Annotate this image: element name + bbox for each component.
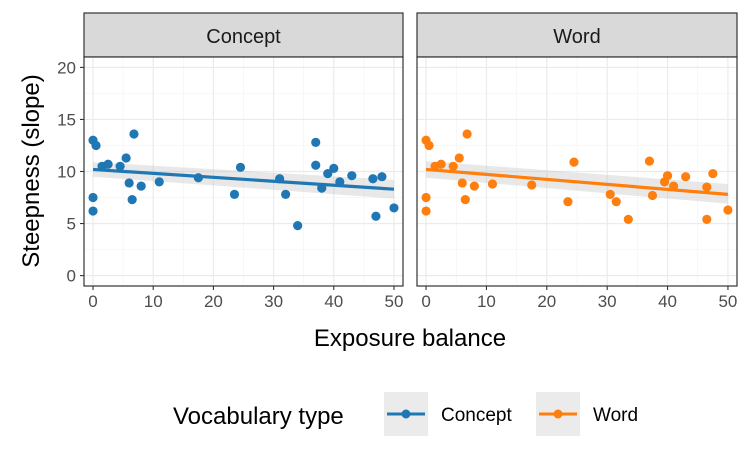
strip-word	[416, 12, 738, 58]
data-point-word	[623, 214, 633, 224]
data-point-concept	[129, 129, 139, 139]
data-point-word	[569, 157, 579, 167]
data-point-word	[605, 189, 615, 199]
y-tick-label: 10	[57, 163, 76, 182]
y-tick-label: 5	[67, 215, 76, 234]
x-tick-label: 10	[144, 292, 163, 311]
data-point-concept	[127, 195, 137, 205]
x-tick-label: 40	[324, 292, 343, 311]
data-point-word	[611, 197, 621, 207]
data-point-word	[681, 172, 691, 182]
x-axis-concept: 0 10 20 30 40 50	[88, 286, 403, 311]
data-point-word	[421, 192, 431, 203]
data-point-word	[462, 129, 472, 139]
data-point-concept	[368, 174, 378, 184]
data-point-word	[469, 181, 479, 191]
panel-border-word	[416, 56, 738, 287]
panel-concept: Concept	[83, 12, 404, 287]
data-point-concept	[281, 189, 291, 199]
x-tick-label: 50	[385, 292, 404, 311]
legend-item-concept: Concept	[384, 392, 512, 436]
legend-dot-word	[553, 409, 563, 419]
x-tick-label: 20	[537, 292, 556, 311]
data-point-word	[421, 206, 431, 216]
data-point-word	[647, 190, 658, 201]
data-point-word	[454, 153, 464, 163]
x-axis-title: Exposure balance	[314, 325, 506, 352]
x-tick-label: 20	[204, 292, 223, 311]
data-point-concept	[154, 177, 164, 187]
data-point-concept	[136, 181, 146, 191]
trend-line-concept	[92, 167, 395, 191]
data-point-concept	[329, 163, 339, 173]
data-point-concept	[115, 161, 125, 171]
x-tick-label: 10	[477, 292, 496, 311]
data-point-word	[723, 205, 733, 215]
data-point-word	[457, 178, 467, 188]
plot-area-concept	[84, 57, 403, 286]
data-point-word	[702, 182, 712, 192]
strip-title-concept: Concept	[206, 26, 281, 48]
legend: Vocabulary type Concept Word	[173, 392, 638, 436]
y-tick-label: 15	[57, 110, 76, 129]
x-tick-label: 0	[421, 292, 430, 311]
x-tick-label: 50	[718, 292, 737, 311]
legend-title: Vocabulary type	[173, 403, 344, 430]
legend-label-word: Word	[593, 405, 638, 426]
plot-area-word	[417, 57, 737, 286]
data-point-word	[436, 159, 446, 169]
data-point-concept	[347, 171, 357, 181]
data-point-word	[662, 171, 673, 181]
data-point-concept	[124, 178, 134, 188]
x-axis-word: 0 10 20 30 40 50	[421, 286, 737, 311]
data-point-word	[424, 140, 434, 151]
data-point-concept	[293, 221, 303, 231]
data-point-word	[460, 195, 470, 205]
x-tick-label: 40	[658, 292, 677, 311]
legend-dot-concept	[401, 409, 411, 419]
strip-title-word: Word	[553, 26, 600, 48]
legend-item-word: Word	[536, 392, 638, 436]
y-tick-label: 0	[67, 267, 76, 286]
trend-line-word	[425, 167, 729, 196]
data-point-concept	[371, 211, 381, 221]
strip-concept	[83, 12, 404, 58]
data-point-concept	[229, 189, 240, 199]
data-point-concept	[311, 137, 321, 147]
data-point-word	[702, 214, 712, 224]
data-point-concept	[389, 203, 399, 213]
y-axis: 0 5 10 15 20	[57, 58, 84, 286]
y-axis-title: Steepness (slope)	[18, 74, 45, 267]
data-point-concept	[377, 172, 387, 182]
data-point-word	[644, 156, 655, 166]
panel-word: Word	[416, 12, 738, 287]
data-point-word	[527, 180, 537, 190]
x-tick-label: 30	[598, 292, 617, 311]
x-tick-label: 0	[88, 292, 97, 311]
legend-label-concept: Concept	[441, 405, 512, 426]
y-tick-label: 20	[57, 58, 76, 77]
data-point-word	[563, 197, 573, 207]
data-point-concept	[323, 168, 333, 179]
data-point-concept	[311, 160, 321, 170]
data-point-word	[487, 179, 498, 189]
data-point-concept	[88, 206, 98, 216]
x-tick-label: 30	[264, 292, 283, 311]
data-point-word	[448, 161, 458, 171]
data-point-concept	[121, 153, 131, 163]
data-point-concept	[88, 192, 98, 203]
data-point-concept	[235, 162, 246, 172]
data-point-concept	[103, 159, 113, 169]
data-point-word	[708, 168, 718, 179]
data-point-concept	[91, 140, 101, 151]
